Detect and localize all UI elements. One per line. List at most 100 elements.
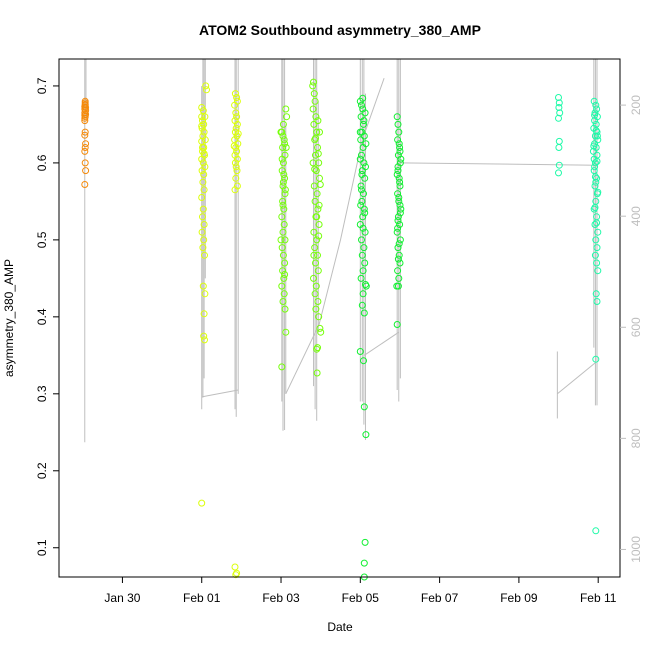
vertical-lines [84, 59, 598, 443]
data-point [81, 131, 89, 139]
data-point [360, 120, 367, 128]
data-point [394, 190, 402, 198]
data-point [396, 182, 404, 190]
data-point [316, 174, 323, 182]
data-point [358, 236, 365, 244]
data-point [592, 178, 600, 186]
data-point [82, 167, 90, 175]
data-point [591, 173, 599, 181]
data-point [278, 213, 286, 221]
data-point [279, 144, 287, 151]
y-axis-label: asymmetry_380_AMP [2, 259, 16, 377]
right-tick-label: 400 [629, 206, 643, 226]
data-point [358, 101, 365, 109]
data-point [393, 282, 401, 290]
data-point [310, 78, 317, 86]
data-point [309, 105, 317, 113]
data-point [200, 310, 208, 318]
data-point [555, 161, 563, 169]
data-point [279, 228, 287, 236]
data-point [591, 111, 599, 119]
data-point [311, 290, 319, 298]
data-point [590, 155, 598, 163]
data-point [309, 82, 317, 90]
data-point [82, 110, 90, 118]
data-point [393, 113, 401, 121]
data-point [356, 348, 364, 355]
x-tick-label: Jan 30 [104, 591, 140, 605]
data-point [555, 104, 563, 111]
data-point [555, 114, 562, 122]
data-point [311, 244, 319, 252]
data-point [361, 228, 369, 236]
data-point [594, 228, 602, 236]
data-point [200, 120, 208, 128]
data-point [358, 186, 365, 194]
data-point [312, 113, 320, 121]
data-point [232, 144, 240, 151]
data-point [592, 355, 600, 363]
data-point [313, 190, 321, 198]
data-point [593, 244, 601, 252]
data-point [593, 259, 601, 267]
data-point [591, 251, 599, 259]
data-point [200, 171, 208, 178]
chart-title: ATOM2 Southbound asymmetry_380_AMP [199, 22, 481, 38]
data-point [361, 538, 369, 546]
data-point [360, 244, 368, 252]
data-point [81, 147, 89, 155]
data-point [360, 403, 368, 411]
data-point [199, 244, 207, 252]
x-tick-label: Feb 07 [421, 591, 459, 605]
data-point [199, 205, 207, 213]
data-point [314, 117, 322, 125]
y-tick-label: 0.3 [35, 385, 49, 402]
data-point [591, 159, 599, 167]
data-point [394, 136, 402, 144]
data-point [277, 236, 285, 244]
data-point [357, 274, 365, 282]
data-point [593, 174, 601, 182]
data-point [281, 186, 289, 194]
data-point [234, 140, 242, 148]
data-point [279, 178, 287, 186]
data-point [200, 236, 208, 244]
data-point [233, 155, 241, 163]
data-point [359, 224, 367, 232]
data-point [395, 240, 403, 248]
data-point [359, 213, 367, 221]
data-point [278, 363, 286, 371]
data-point [362, 431, 370, 439]
data-point [314, 267, 322, 275]
data-point [233, 97, 241, 105]
data-point [316, 181, 324, 188]
data-point [360, 190, 367, 198]
data-point [394, 213, 402, 221]
data-point [201, 251, 208, 259]
data-point [359, 290, 367, 298]
data-point [278, 244, 286, 252]
data-point [357, 201, 365, 209]
data-point [362, 140, 370, 148]
data-point [200, 221, 208, 228]
data-point [282, 105, 290, 113]
data-point [593, 298, 601, 305]
data-point [315, 313, 323, 321]
data-point [590, 97, 598, 105]
data-point [279, 267, 287, 275]
data-point [591, 221, 599, 228]
data-point [358, 197, 366, 205]
data-point [315, 221, 323, 228]
data-point [198, 167, 206, 175]
data-point [199, 178, 207, 186]
data-point [361, 109, 369, 117]
data-point [394, 167, 402, 175]
right-tick-label: 800 [629, 428, 643, 448]
data-point [362, 163, 369, 171]
data-point [203, 86, 210, 94]
connector-lines [201, 78, 597, 398]
data-point [281, 259, 289, 267]
data-point [315, 232, 323, 240]
data-point [201, 113, 209, 121]
